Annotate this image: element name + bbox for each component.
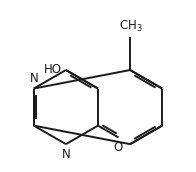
Text: HO: HO [44, 63, 62, 76]
Text: N: N [30, 72, 39, 85]
Text: O: O [113, 141, 122, 154]
Text: CH$_3$: CH$_3$ [119, 19, 143, 34]
Text: N: N [62, 148, 70, 161]
